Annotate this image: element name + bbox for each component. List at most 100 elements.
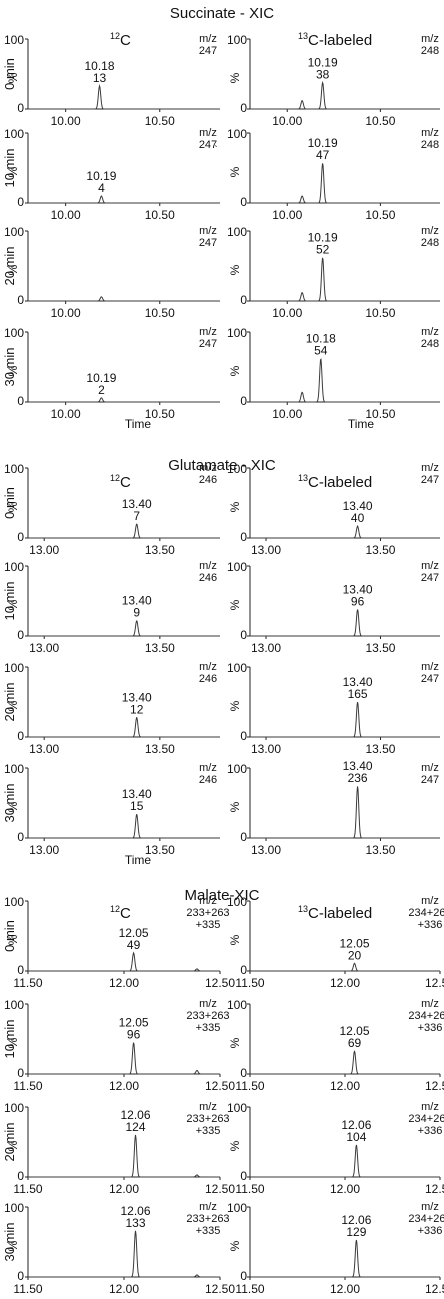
y-axis-label: % bbox=[228, 365, 242, 376]
right-header-2: 13C-labeled bbox=[298, 904, 372, 922]
x-tick-label: 12.50 bbox=[425, 1182, 444, 1196]
right-header-1: 13C-labeled bbox=[298, 473, 372, 491]
chromatogram-trace bbox=[28, 1230, 220, 1278]
mz-label-line: 233+263 bbox=[186, 1010, 229, 1022]
y-axis-label: % bbox=[228, 72, 242, 83]
y-axis-label: % bbox=[228, 599, 242, 610]
x-tick-label: 11.50 bbox=[235, 1079, 264, 1093]
mz-label-line: +336 bbox=[418, 1125, 443, 1137]
mz-label-line: m/z bbox=[199, 661, 217, 673]
mz-label-line: m/z bbox=[199, 998, 217, 1010]
peak-area-label: 2 bbox=[98, 383, 105, 397]
mz-label-line: 246 bbox=[199, 572, 217, 584]
peak-rt-label: 10.19 bbox=[308, 231, 338, 245]
x-tick-label: 10.50 bbox=[365, 208, 395, 222]
x-tick-label: 10.00 bbox=[272, 306, 302, 320]
y-tick-label-100: 100 bbox=[227, 762, 247, 776]
chromatogram-trace bbox=[28, 1134, 220, 1178]
x-tick-label: 10.00 bbox=[272, 114, 302, 128]
mz-label-line: 233+263 bbox=[186, 1213, 229, 1225]
y-axis-label: % bbox=[6, 1240, 20, 1251]
mz-label-line: m/z bbox=[421, 127, 439, 139]
left-header-0: 12C bbox=[110, 31, 131, 49]
x-tick-label: 10.50 bbox=[365, 114, 395, 128]
y-axis-label: % bbox=[228, 1240, 242, 1251]
x-tick-label: 10.00 bbox=[51, 114, 81, 128]
mz-label-line: m/z bbox=[199, 895, 217, 907]
y-axis-label: % bbox=[228, 501, 242, 512]
right-header-text: C-labeled bbox=[308, 32, 372, 49]
mz-label-line: m/z bbox=[199, 127, 217, 139]
peak-area-label: 69 bbox=[348, 1036, 362, 1050]
y-tick-label-0: 0 bbox=[17, 729, 24, 743]
peak-area-label: 20 bbox=[348, 948, 362, 962]
x-axis-title: Time bbox=[348, 417, 375, 431]
y-tick-label-100: 100 bbox=[227, 127, 247, 141]
y-tick-label-100: 100 bbox=[4, 225, 24, 239]
row-label: 0 min bbox=[2, 487, 17, 519]
chromatogram-trace bbox=[250, 609, 440, 637]
y-tick-label-100: 100 bbox=[4, 33, 24, 47]
mz-label-line: 234+264 bbox=[408, 1213, 444, 1225]
y-tick-label-100: 100 bbox=[227, 1101, 247, 1115]
y-tick-label-100: 100 bbox=[4, 1101, 24, 1115]
mz-label-line: 246 bbox=[199, 774, 217, 786]
x-tick-label: 13.00 bbox=[29, 742, 59, 756]
chromatogram-trace bbox=[28, 296, 220, 302]
y-axis-label: % bbox=[6, 599, 20, 610]
mz-label-line: m/z bbox=[421, 998, 439, 1010]
y-tick-label-0: 0 bbox=[240, 101, 247, 115]
x-axis-title: Time bbox=[125, 853, 152, 867]
mz-label-line: m/z bbox=[421, 895, 439, 907]
row-label: 10 min bbox=[2, 581, 17, 620]
x-tick-label: 12.00 bbox=[330, 1182, 360, 1196]
x-tick-label: 11.50 bbox=[235, 976, 264, 990]
row-label: 10 min bbox=[2, 1019, 17, 1058]
x-tick-label: 13.00 bbox=[251, 543, 281, 557]
peak-rt-label: 13.40 bbox=[343, 675, 373, 689]
y-tick-label-100: 100 bbox=[227, 895, 247, 909]
x-tick-label: 12.50 bbox=[425, 1282, 444, 1296]
y-axis-label: % bbox=[6, 72, 20, 83]
peak-area-label: 13 bbox=[93, 71, 107, 85]
mz-label-line: m/z bbox=[421, 225, 439, 237]
y-tick-label-0: 0 bbox=[240, 628, 247, 642]
peak-rt-label: 13.40 bbox=[122, 787, 152, 801]
row-label: 30 min bbox=[2, 783, 17, 822]
right-header-sup: 13 bbox=[298, 473, 308, 483]
x-tick-label: 12.50 bbox=[425, 1079, 444, 1093]
y-tick-label-0: 0 bbox=[240, 963, 247, 977]
x-tick-label: 13.50 bbox=[365, 843, 395, 857]
left-header-sup: 12 bbox=[110, 31, 120, 41]
y-tick-label-100: 100 bbox=[227, 1201, 247, 1215]
section-title-2: Malate-XIC bbox=[184, 887, 259, 904]
mz-label-line: m/z bbox=[199, 1101, 217, 1113]
mz-label-line: +335 bbox=[196, 919, 221, 931]
y-tick-label-0: 0 bbox=[240, 530, 247, 544]
left-header-text: C bbox=[120, 32, 131, 49]
peak-area-label: 40 bbox=[351, 511, 365, 525]
right-header-sup: 13 bbox=[298, 904, 308, 914]
y-tick-label-100: 100 bbox=[4, 762, 24, 776]
peak-rt-label: 12.05 bbox=[339, 1024, 369, 1038]
y-tick-label-100: 100 bbox=[4, 326, 24, 340]
row-label: 0 min bbox=[2, 920, 17, 952]
mz-label-line: 233+263 bbox=[186, 907, 229, 919]
peak-rt-label: 13.40 bbox=[122, 497, 152, 511]
chromatogram-trace bbox=[250, 786, 440, 839]
right-header-text: C-labeled bbox=[308, 474, 372, 491]
chromatogram-trace bbox=[250, 701, 440, 738]
row-label: 30 min bbox=[2, 347, 17, 386]
x-tick-label: 10.50 bbox=[365, 306, 395, 320]
mz-label-line: 247 bbox=[421, 474, 439, 486]
chromatogram-trace bbox=[250, 358, 440, 403]
